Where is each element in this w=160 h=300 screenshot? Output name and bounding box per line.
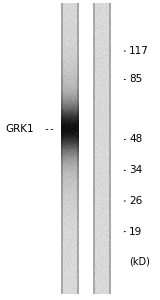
Text: 26: 26 — [129, 196, 143, 206]
Text: 34: 34 — [129, 165, 143, 176]
Text: 117: 117 — [129, 46, 149, 56]
Text: --: -- — [43, 124, 55, 134]
Text: 19: 19 — [129, 226, 143, 237]
Text: 48: 48 — [129, 134, 143, 145]
Text: GRK1: GRK1 — [6, 124, 34, 134]
Text: 85: 85 — [129, 74, 143, 85]
Text: (kD): (kD) — [129, 256, 150, 267]
